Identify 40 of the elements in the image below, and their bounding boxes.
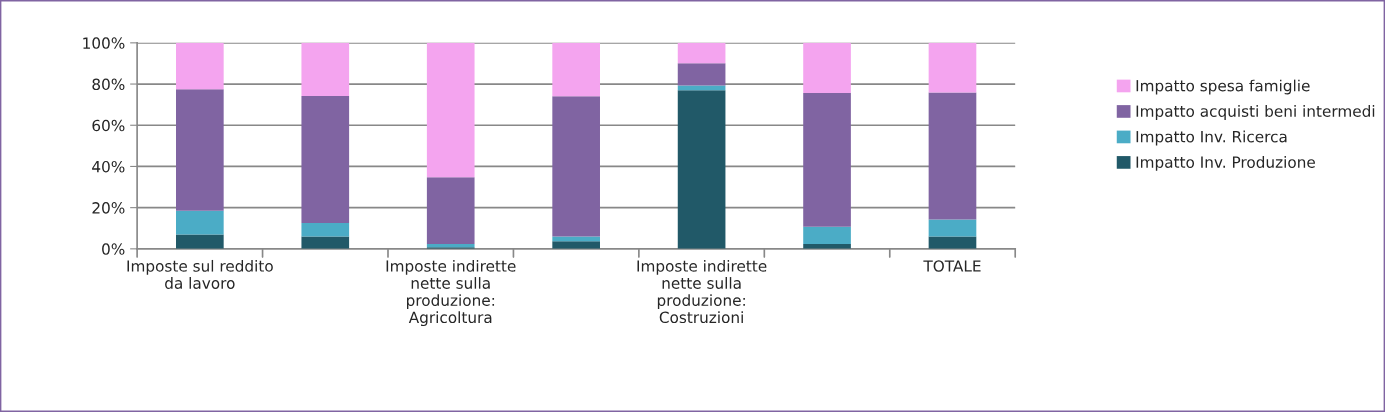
bar: [928, 92, 977, 220]
bar: [301, 42, 350, 96]
bar: [677, 90, 726, 249]
y-tick-label: 80%: [92, 78, 125, 91]
bar: [176, 210, 224, 235]
bar: [552, 241, 600, 249]
y-tick-label: 40%: [92, 160, 125, 173]
bar: [677, 63, 726, 86]
y-tick-label: 20%: [92, 202, 125, 214]
bar: [928, 236, 977, 249]
x-tick-label: TOTALE: [923, 260, 981, 272]
bar: [301, 236, 350, 249]
bar: [552, 42, 600, 97]
bar: [426, 177, 475, 244]
y-tick-label: 0%: [102, 243, 125, 255]
legend-label: Impatto Inv. Produzione: [1136, 156, 1315, 171]
x-tick-label: Imposte indirette nette sulla produzione: Agricoltura: [386, 259, 516, 327]
legend-label: Impatto Inv. Ricerca: [1136, 130, 1287, 146]
bar: [552, 96, 600, 237]
bar: [928, 42, 977, 93]
y-tick-label: 60%: [92, 119, 125, 132]
legend-label: Impatto spesa famiglie: [1136, 79, 1310, 95]
bar: [677, 85, 726, 91]
bar: [803, 92, 851, 227]
bar: [176, 89, 224, 211]
x-tick-label: Imposte sul reddito da lavoro: [127, 259, 273, 289]
bar: [552, 236, 600, 242]
bar: [301, 222, 350, 237]
bar: [176, 42, 224, 90]
bar: [803, 226, 851, 244]
bar: [426, 42, 475, 178]
bar: [301, 96, 350, 223]
bar: [176, 234, 224, 249]
y-tick-label: 100%: [83, 37, 125, 49]
legend-label: Impatto acquisti beni intermedi: [1136, 105, 1375, 120]
bar: [928, 219, 977, 237]
bar: [426, 243, 475, 248]
bar: [803, 42, 851, 93]
x-tick-label: Imposte indirette nette sulla produzione: Costruzioni: [637, 259, 767, 324]
bar: [677, 42, 726, 64]
